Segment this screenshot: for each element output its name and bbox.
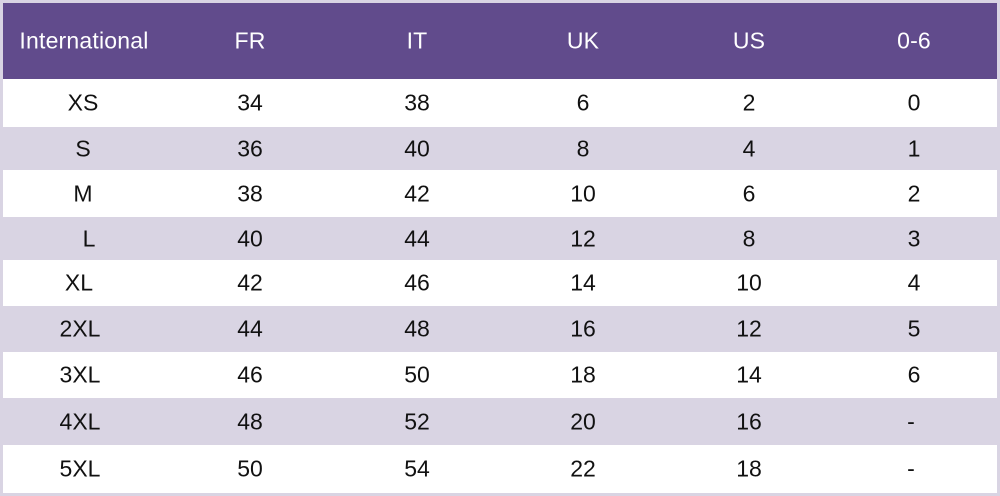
table-row: S 36 40 8 4 1 — [3, 127, 997, 170]
cell-it: 42 — [404, 180, 430, 206]
header-uk: UK — [566, 27, 600, 54]
cell-it: 48 — [404, 315, 430, 342]
cell-international: 4XL — [59, 408, 101, 434]
cell-it: 50 — [404, 361, 430, 388]
cell-international: 3XL — [59, 361, 101, 388]
cell-uk: 16 — [570, 315, 596, 342]
header-0-6: 0-6 — [897, 27, 931, 54]
cell-it: 46 — [404, 269, 430, 296]
table-row: M 38 42 10 6 2 — [3, 170, 997, 217]
cell-international: 2XL — [59, 315, 101, 342]
cell-international: XL — [64, 269, 94, 296]
cell-us: 2 — [742, 89, 756, 116]
header-us: US — [732, 27, 766, 54]
cell-0-6: 2 — [907, 180, 921, 206]
cell-0-6: 5 — [907, 315, 921, 342]
cell-international: 5XL — [59, 455, 101, 482]
table-row: 5XL 50 54 22 18 - — [3, 445, 997, 493]
table-row: L 40 44 12 8 3 — [3, 217, 997, 260]
cell-fr: 40 — [237, 225, 263, 251]
cell-0-6: 6 — [907, 361, 921, 388]
cell-uk: 6 — [576, 89, 590, 116]
cell-uk: 12 — [570, 225, 596, 251]
cell-us: 4 — [742, 135, 756, 161]
cell-0-6: 3 — [907, 225, 921, 251]
cell-fr: 42 — [237, 269, 263, 296]
cell-fr: 46 — [237, 361, 263, 388]
cell-fr: 34 — [237, 89, 263, 116]
cell-fr: 50 — [237, 455, 263, 482]
cell-international: L — [82, 225, 96, 251]
cell-it: 44 — [404, 225, 430, 251]
cell-us: 8 — [742, 225, 756, 251]
cell-fr: 38 — [237, 180, 263, 206]
header-fr: FR — [234, 27, 266, 54]
cell-us: 14 — [736, 361, 762, 388]
cell-it: 40 — [404, 135, 430, 161]
cell-uk: 18 — [570, 361, 596, 388]
cell-0-6: 1 — [907, 135, 921, 161]
cell-uk: 14 — [570, 269, 596, 296]
cell-us: 10 — [736, 269, 762, 296]
cell-uk: 22 — [570, 455, 596, 482]
cell-0-6: 4 — [907, 269, 921, 296]
cell-fr: 44 — [237, 315, 263, 342]
table-row: 2XL 44 48 16 12 5 — [3, 306, 997, 352]
cell-us: 16 — [736, 408, 762, 434]
cell-it: 52 — [404, 408, 430, 434]
cell-it: 38 — [404, 89, 430, 116]
cell-us: 12 — [736, 315, 762, 342]
table-row: XL 42 46 14 10 4 — [3, 260, 997, 306]
cell-fr: 48 — [237, 408, 263, 434]
cell-international: XS — [67, 89, 99, 116]
cell-0-6: 0 — [907, 89, 921, 116]
cell-0-6: - — [907, 455, 915, 482]
header-it: IT — [406, 27, 428, 54]
cell-international: S — [75, 135, 91, 161]
table-body: XS 34 38 6 2 0 S 36 40 8 4 1 M 38 42 10 … — [3, 79, 997, 493]
cell-international: M — [73, 180, 93, 206]
cell-fr: 36 — [237, 135, 263, 161]
table-row: 4XL 48 52 20 16 - — [3, 398, 997, 445]
cell-it: 54 — [404, 455, 430, 482]
header-international: International — [19, 27, 149, 54]
table-row: 3XL 46 50 18 14 6 — [3, 352, 997, 398]
cell-us: 18 — [736, 455, 762, 482]
table-header: International FR IT UK US 0-6 — [3, 3, 997, 79]
cell-us: 6 — [742, 180, 756, 206]
cell-uk: 8 — [576, 135, 590, 161]
cell-uk: 20 — [570, 408, 596, 434]
table-row: XS 34 38 6 2 0 — [3, 79, 997, 127]
cell-uk: 10 — [570, 180, 596, 206]
cell-0-6: - — [907, 408, 915, 434]
